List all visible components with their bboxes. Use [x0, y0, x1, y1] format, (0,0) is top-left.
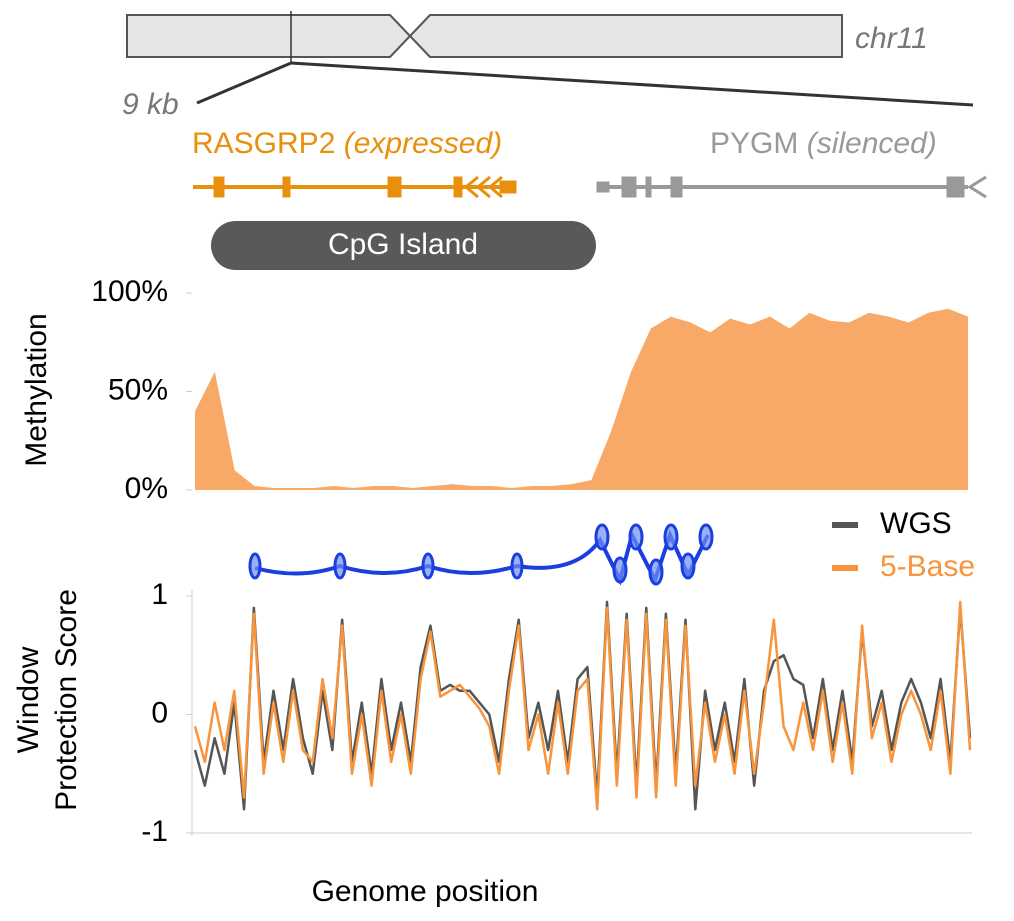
nucleosome-diagram [248, 523, 714, 586]
methylation-area [195, 308, 968, 490]
gene-name: RASGRP2 [192, 127, 335, 160]
gene-model [596, 175, 987, 199]
y-axis-label: Methylation [20, 313, 53, 466]
y-tick-label: 0 [151, 696, 168, 729]
gene-name: PYGM [710, 127, 798, 160]
score-line [193, 600, 972, 811]
legend-label: WGS [880, 507, 952, 540]
legend-label: 5-Base [880, 550, 975, 583]
gene-note: (silenced) [807, 127, 937, 160]
y-axis-label: Window [12, 646, 45, 753]
y-tick-label: 50% [108, 373, 168, 406]
chromosome-label: chr11 [855, 22, 928, 55]
y-tick-label: 100% [91, 275, 168, 308]
score-line [193, 600, 972, 811]
y-tick-label: 0% [125, 472, 168, 505]
gene-label: RASGRP2 (expressed) [192, 127, 502, 160]
cpg-island [211, 221, 596, 270]
y-tick-label: 1 [151, 578, 168, 611]
gene-model [193, 175, 517, 199]
gene-label: PYGM (silenced) [710, 127, 937, 160]
scale-label: 9 kb [122, 88, 179, 121]
y-tick-label: -1 [141, 815, 168, 848]
x-axis-label: Genome position [312, 875, 539, 908]
cpg-label: CpG Island [328, 228, 478, 261]
gene-note: (expressed) [344, 127, 502, 160]
y-axis-label: Protection Score [50, 589, 83, 811]
zoom-line [196, 61, 292, 105]
chromosome [126, 14, 843, 58]
zoom-line [290, 61, 974, 107]
